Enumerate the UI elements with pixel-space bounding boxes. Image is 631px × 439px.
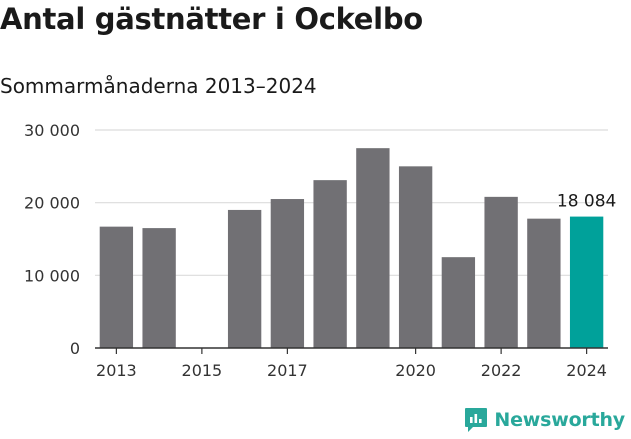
- y-tick-label: 10 000: [24, 266, 80, 285]
- x-tick-label: 2022: [481, 361, 522, 380]
- x-tick-label: 2020: [395, 361, 436, 380]
- newsworthy-icon: [465, 408, 488, 432]
- x-tick-label: 2015: [182, 361, 223, 380]
- bar: [398, 166, 433, 348]
- bar: [569, 216, 604, 348]
- bar: [441, 257, 476, 348]
- bar: [99, 226, 134, 348]
- bar: [356, 148, 390, 348]
- y-tick-label: 20 000: [24, 194, 80, 213]
- y-tick-label: 0: [70, 339, 80, 358]
- bar: [484, 196, 518, 348]
- bar: [142, 228, 176, 348]
- bar: [270, 199, 305, 348]
- data-label: 18 084: [557, 192, 616, 212]
- x-tick-label: 2024: [566, 361, 607, 380]
- brand-logo: Newsworthy: [464, 407, 625, 433]
- chart-subtitle: Sommarmånaderna 2013–2024: [0, 74, 317, 98]
- bar: [313, 180, 347, 348]
- bar: [227, 209, 262, 348]
- brand-name: Newsworthy: [494, 409, 625, 431]
- bar: [527, 218, 561, 348]
- x-tick-label: 2013: [96, 361, 137, 380]
- y-tick-label: 30 000: [24, 121, 80, 140]
- x-tick-label: 2017: [267, 361, 308, 380]
- chart-title: Antal gästnätter i Ockelbo: [0, 2, 423, 36]
